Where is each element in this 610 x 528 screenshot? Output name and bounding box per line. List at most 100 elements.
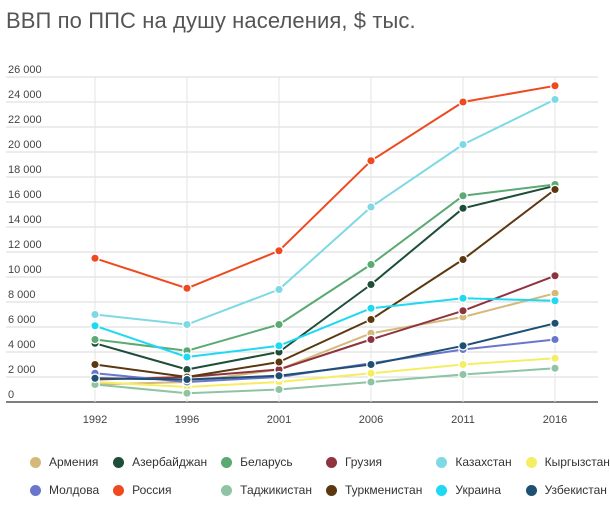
- legend-label: Россия: [132, 483, 172, 497]
- legend-swatch: [221, 456, 233, 468]
- legend-swatch: [325, 456, 337, 468]
- data-point: [90, 309, 100, 320]
- y-tick-label: 20 000: [8, 139, 42, 151]
- legend-label: Армения: [49, 455, 99, 469]
- legend-item: Таджикистан: [221, 483, 312, 497]
- x-axis-tick-labels: 1992 1996 2001 2006 2011 2016: [83, 414, 567, 426]
- data-point: [366, 334, 376, 345]
- legend-item: Туркменистан: [325, 483, 423, 497]
- legend-label: Узбекистан: [544, 483, 607, 497]
- legend-label: Грузия: [344, 455, 383, 469]
- legend-label: Молдова: [49, 483, 100, 497]
- data-point: [90, 373, 100, 384]
- data-point: [366, 259, 376, 270]
- series-line: [94, 357, 556, 388]
- data-point: [274, 284, 284, 295]
- data-point: [458, 190, 468, 201]
- x-tick-label: 1996: [175, 414, 199, 426]
- legend-item: Казахстан: [436, 455, 512, 469]
- data-point: [458, 305, 468, 316]
- series-line: [94, 367, 556, 395]
- legend-swatch: [436, 456, 448, 468]
- legend-label: Украина: [455, 483, 502, 497]
- data-point: [366, 359, 376, 370]
- data-point: [458, 97, 468, 107]
- legend-swatch: [30, 484, 41, 496]
- data-point: [90, 253, 100, 264]
- data-point: [366, 314, 376, 325]
- x-tick-label: 2001: [267, 414, 291, 426]
- data-point: [550, 334, 560, 345]
- legend-swatch: [113, 456, 125, 468]
- data-point: [458, 359, 468, 370]
- legend-swatch: [30, 456, 41, 468]
- data-point: [274, 384, 284, 395]
- x-tick-label: 1992: [83, 414, 107, 426]
- series-line: [94, 183, 556, 352]
- data-point: [458, 293, 468, 304]
- data-point: [274, 370, 284, 381]
- y-tick-label: 2 000: [8, 364, 36, 376]
- series-line: [94, 292, 556, 386]
- data-point: [550, 363, 560, 374]
- y-tick-label: 24 000: [8, 89, 42, 101]
- series-line: [94, 84, 556, 290]
- series-line: [94, 188, 556, 378]
- legend-label: Казахстан: [455, 455, 512, 469]
- y-tick-label: 10 000: [8, 264, 42, 276]
- y-tick-label: 26 000: [8, 64, 42, 76]
- data-point: [182, 283, 192, 294]
- data-point: [366, 155, 376, 166]
- data-point: [458, 369, 468, 380]
- data-point: [274, 340, 284, 351]
- legend-swatch: [221, 484, 233, 496]
- data-point: [366, 377, 376, 387]
- series-line: [94, 338, 556, 383]
- data-point: [458, 254, 468, 265]
- series-line: [94, 274, 556, 381]
- legend-item: Россия: [113, 483, 207, 497]
- data-point: [90, 334, 100, 345]
- legend-swatch: [325, 484, 337, 496]
- data-point: [550, 94, 560, 105]
- data-point: [90, 359, 100, 370]
- y-tick-label: 22 000: [8, 114, 42, 126]
- grid-lines: [6, 76, 598, 403]
- data-point: [366, 202, 376, 212]
- series-line: [94, 297, 556, 358]
- data-point: [274, 319, 284, 330]
- line-chart: 0 2 000 4 000 6 000 8 000 10 000 12 000 14 000 1…: [6, 64, 598, 426]
- legend-item: Беларусь: [221, 455, 312, 469]
- data-point: [550, 80, 560, 91]
- legend-item: Кыргызстан: [525, 455, 610, 469]
- x-tick-label: 2011: [451, 414, 475, 426]
- data-point: [550, 184, 560, 195]
- data-point: [550, 318, 560, 329]
- data-point: [550, 295, 560, 306]
- y-tick-label: 0: [8, 389, 14, 401]
- y-tick-label: 16 000: [8, 189, 42, 201]
- y-tick-label: 18 000: [8, 164, 42, 176]
- data-point: [274, 245, 284, 256]
- legend-item: Грузия: [325, 455, 422, 469]
- legend-label: Кыргызстан: [544, 455, 610, 469]
- data-point: [182, 374, 192, 385]
- series-line: [94, 184, 556, 371]
- series-line: [94, 322, 556, 381]
- y-axis-tick-labels: 0 2 000 4 000 6 000 8 000 10 000 12 000 14 000 1…: [8, 64, 42, 401]
- legend-label: Туркменистан: [344, 483, 423, 497]
- data-point: [90, 320, 100, 331]
- data-point: [366, 279, 376, 290]
- legend-label: Азербайджан: [132, 455, 208, 469]
- data-point: [366, 303, 376, 314]
- legend-swatch: [525, 456, 537, 468]
- legend-label: Беларусь: [240, 455, 293, 469]
- legend-swatch: [525, 484, 537, 496]
- data-point: [550, 270, 560, 281]
- chart-legend: Армения Азербайджан Беларусь Грузия Казахста…: [30, 455, 610, 497]
- legend-item: Азербайджан: [113, 455, 207, 469]
- y-tick-label: 14 000: [8, 214, 42, 226]
- legend-item: Украина: [436, 483, 511, 497]
- legend-item: Армения: [30, 455, 99, 469]
- data-point: [182, 319, 192, 330]
